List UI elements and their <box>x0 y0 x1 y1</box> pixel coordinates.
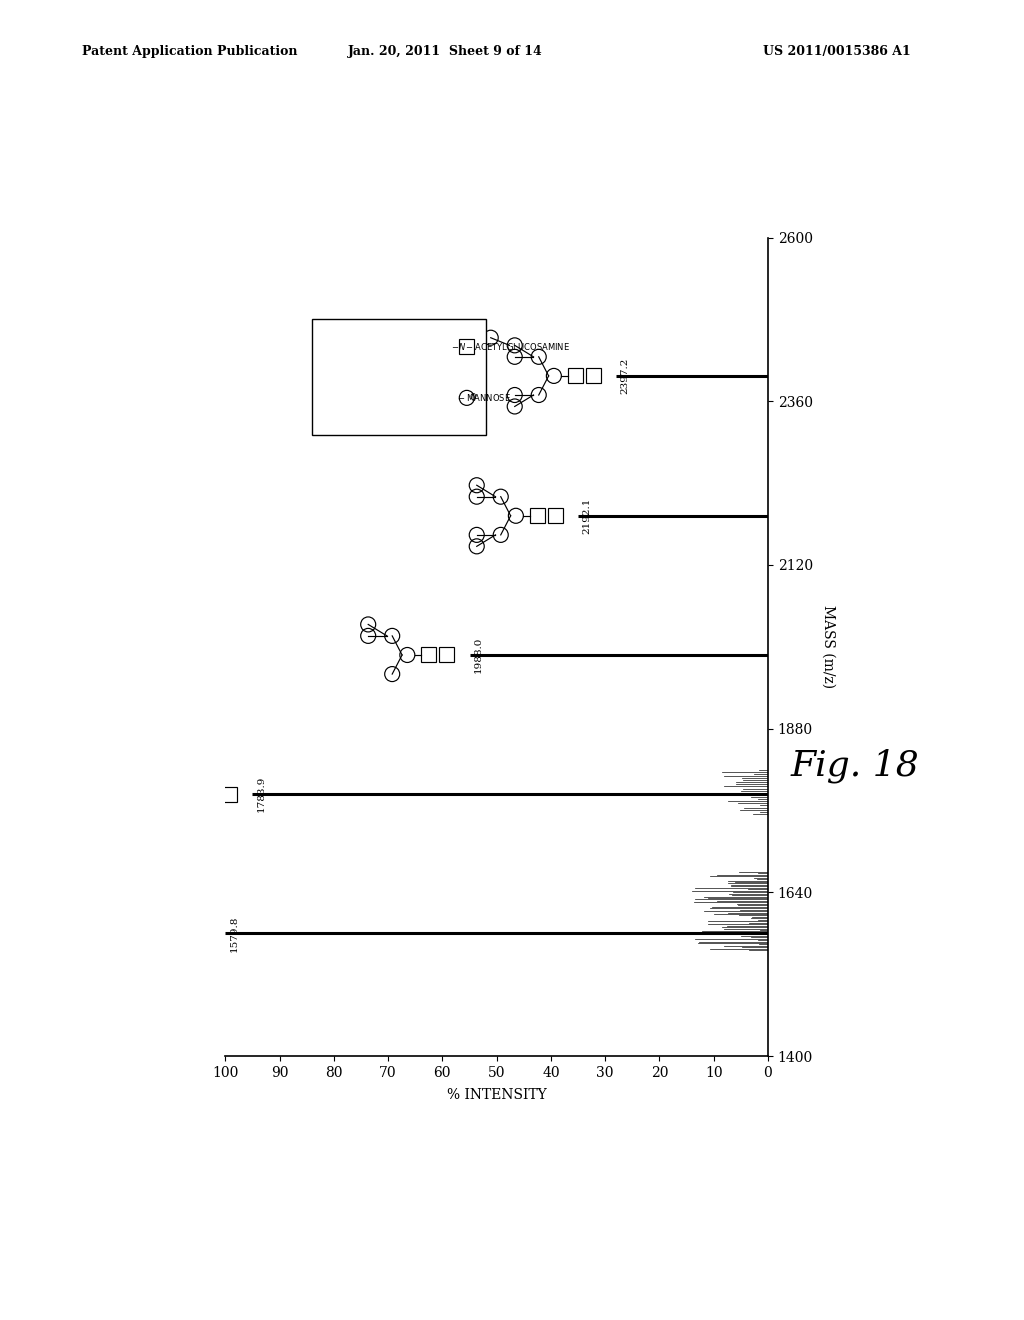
Bar <box>222 787 238 801</box>
Text: Patent Application Publication: Patent Application Publication <box>82 45 297 58</box>
Text: $-$ MANNOSE: $-$ MANNOSE <box>457 392 510 404</box>
Text: 1579.8: 1579.8 <box>229 915 239 952</box>
Bar <box>312 319 485 436</box>
Bar <box>439 648 455 663</box>
Text: Jan. 20, 2011  Sheet 9 of 14: Jan. 20, 2011 Sheet 9 of 14 <box>348 45 543 58</box>
Text: US 2011/0015386 A1: US 2011/0015386 A1 <box>763 45 910 58</box>
Y-axis label: MASS (m/z): MASS (m/z) <box>821 606 836 688</box>
X-axis label: % INTENSITY: % INTENSITY <box>446 1088 547 1102</box>
Text: 1783.9: 1783.9 <box>257 776 266 812</box>
Bar <box>421 648 436 663</box>
Text: 2397.2: 2397.2 <box>621 358 630 395</box>
Bar <box>548 508 563 523</box>
Text: 1988.0: 1988.0 <box>474 636 483 673</box>
Text: O: O <box>469 392 476 401</box>
Bar <box>568 368 583 383</box>
Bar <box>586 368 601 383</box>
Bar <box>177 925 193 941</box>
Bar <box>196 925 210 941</box>
Text: Fig. 18: Fig. 18 <box>791 748 920 783</box>
Bar <box>204 787 219 801</box>
Bar <box>460 339 474 354</box>
Text: $-N-$ACETYLGLUCOSAMINE: $-N-$ACETYLGLUCOSAMINE <box>452 341 570 352</box>
Bar <box>529 508 545 523</box>
Text: 2192.1: 2192.1 <box>583 498 592 535</box>
